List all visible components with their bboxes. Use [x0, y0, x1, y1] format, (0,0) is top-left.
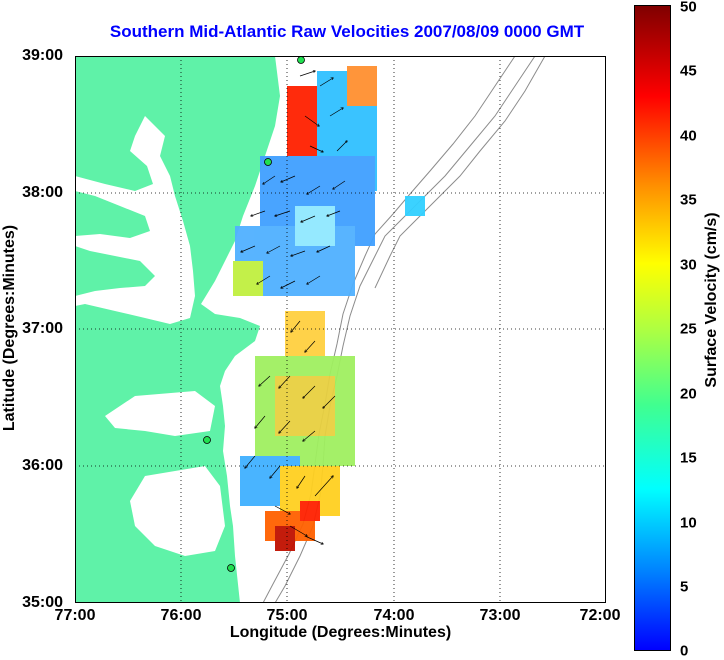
colorbar-tick-0: 0: [680, 642, 689, 660]
colorbar-tick-25: 25: [680, 320, 697, 338]
velocity-vectors: [241, 71, 347, 544]
y-tick-4: 35:00: [22, 594, 63, 611]
y-tick-1: 38:00: [22, 184, 63, 201]
colorbar-tick-10: 10: [680, 514, 697, 532]
x-axis-label: Longitude (Degrees:Minutes): [229, 624, 452, 641]
map-title: Southern Mid-Atlantic Raw Velocities 200…: [109, 22, 585, 41]
x-tick-3: 74:00: [373, 607, 415, 624]
colorbar-tick-35: 35: [680, 191, 697, 209]
y-axis-label: Latitude (Degrees:Minutes): [1, 224, 18, 432]
colorbar-label: Surface Velocity (cm/s): [703, 212, 720, 388]
x-tick-2: 75:00: [266, 607, 308, 624]
x-tick-1: 76:00: [160, 607, 202, 624]
y-tick-3: 36:00: [22, 457, 63, 474]
y-tick-2: 37:00: [22, 320, 63, 337]
colorbar-tick-15: 15: [680, 449, 697, 467]
velocity-map: [75, 56, 606, 603]
grid-lines: [75, 56, 606, 603]
colorbar-tick-30: 30: [680, 256, 697, 274]
chesapeake-bay: [75, 116, 195, 324]
colorbar-tick-50: 50: [680, 0, 697, 16]
colorbar-tick-5: 5: [680, 578, 689, 596]
site-marker-south-2: [227, 564, 235, 572]
pamlico-sound-south: [130, 466, 225, 556]
colorbar: [634, 5, 671, 651]
site-marker-mid: [264, 158, 272, 166]
y-tick-0: 39:00: [22, 47, 63, 64]
site-marker-north: [297, 56, 305, 64]
site-marker-south-1: [203, 436, 211, 444]
colorbar-tick-45: 45: [680, 62, 697, 80]
radar-sites: [203, 56, 305, 572]
x-tick-5: 72:00: [579, 607, 621, 624]
colorbar-tick-40: 40: [680, 127, 697, 145]
x-tick-4: 73:00: [479, 607, 521, 624]
x-tick-0: 77:00: [54, 607, 96, 624]
pamlico-sound: [105, 391, 215, 436]
colorbar-tick-20: 20: [680, 385, 697, 403]
